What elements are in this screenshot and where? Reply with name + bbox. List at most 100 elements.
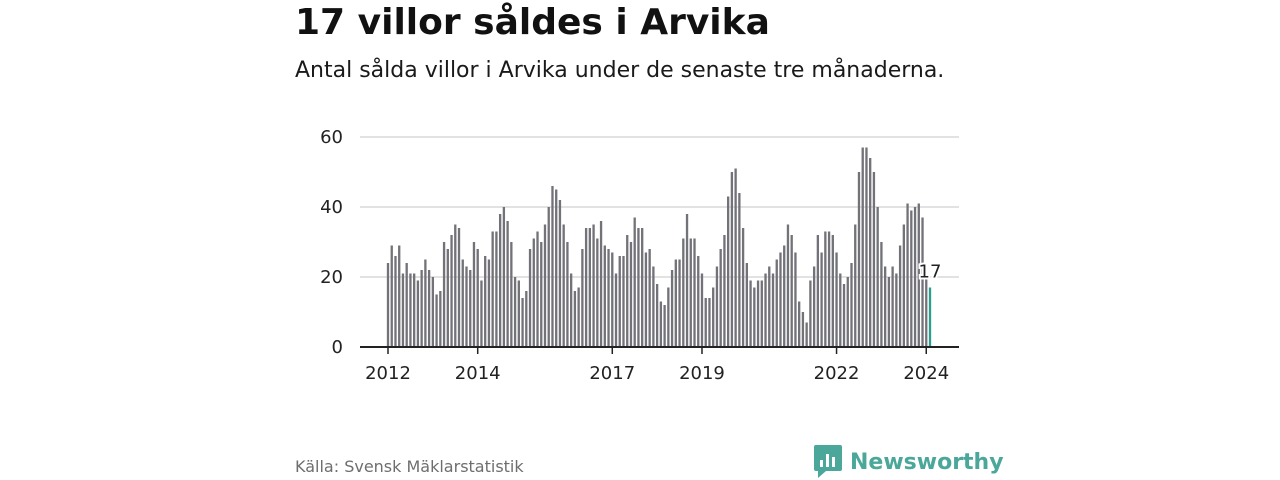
x-tick-label: 2012: [365, 363, 411, 384]
bar: [820, 252, 823, 347]
bar: [626, 235, 629, 347]
y-tick-label: 60: [320, 127, 343, 148]
bar: [712, 287, 715, 347]
bar: [607, 249, 610, 347]
bar: [566, 242, 569, 347]
bar: [588, 228, 592, 347]
bar: [861, 147, 864, 347]
source-note: Källa: Svensk Mäklarstatistik: [295, 457, 524, 476]
bar: [872, 172, 876, 347]
bar: [596, 238, 599, 347]
bar: [846, 277, 849, 347]
bar: [573, 291, 577, 347]
bar: [667, 287, 670, 347]
bar: [674, 259, 677, 347]
bar: [839, 273, 842, 347]
newsworthy-bar-chart-icon: [814, 445, 842, 478]
bar: [513, 277, 517, 347]
bar: [611, 252, 614, 347]
bar: [480, 280, 483, 347]
x-tick-label: 2019: [679, 363, 725, 384]
x-tick-label: 2024: [903, 363, 949, 384]
bar: [697, 256, 700, 347]
bar: [730, 172, 734, 347]
bar: [498, 214, 502, 347]
bar-latest: [928, 287, 932, 347]
bar: [476, 249, 479, 347]
bar: [719, 249, 722, 347]
bar: [461, 259, 464, 347]
bar: [783, 245, 786, 347]
bar: [644, 252, 648, 347]
bar: [723, 235, 726, 347]
bar: [629, 242, 633, 347]
bar: [745, 263, 748, 347]
y-axis-labels: 0 20 40 60: [320, 127, 343, 358]
x-tick-label: 2022: [814, 363, 860, 384]
annotations: 17: [917, 260, 944, 285]
bar: [491, 231, 494, 347]
bar: [558, 200, 562, 347]
bar: [902, 224, 905, 347]
bar: [547, 207, 550, 347]
bar: [543, 224, 547, 347]
y-tick-label: 20: [320, 267, 343, 288]
bar: [592, 224, 595, 347]
bar: [439, 291, 442, 347]
bar: [768, 266, 771, 347]
bar: [910, 210, 913, 347]
bar: [726, 196, 730, 347]
bar: [637, 228, 640, 347]
bar: [603, 245, 606, 347]
bar: [786, 224, 790, 347]
bar: [812, 266, 816, 347]
bar: [584, 228, 588, 347]
bar: [401, 273, 405, 347]
bar: [525, 291, 528, 347]
bar: [865, 147, 868, 347]
bar: [891, 266, 894, 347]
bar: [756, 280, 760, 347]
bar: [921, 217, 924, 347]
bar: [394, 256, 397, 347]
bar: [424, 259, 427, 347]
y-tick-label: 40: [320, 197, 343, 218]
bar: [648, 249, 651, 347]
x-tick-label: 2017: [589, 363, 635, 384]
bar: [502, 207, 506, 347]
bar: [700, 273, 704, 347]
bar: [857, 172, 861, 347]
bar: [913, 207, 917, 347]
y-tick-label: 0: [332, 337, 343, 358]
bar: [420, 270, 423, 347]
bar: [614, 273, 618, 347]
bar: [442, 242, 446, 347]
bar: [465, 266, 468, 347]
bar: [779, 252, 782, 347]
bar: [655, 284, 659, 347]
bar: [390, 245, 393, 347]
chart-subtitle: Antal sålda villor i Arvika under de sen…: [295, 58, 945, 83]
bar: [398, 245, 401, 347]
bar: [532, 238, 535, 347]
bar: [405, 263, 408, 347]
bar: [708, 298, 711, 347]
bar: [562, 224, 565, 347]
bar: [741, 228, 745, 347]
bar: [880, 242, 883, 347]
bar: [431, 277, 435, 347]
bar: [876, 207, 879, 347]
bars: [386, 147, 932, 347]
bar: [869, 158, 872, 347]
bar: [760, 280, 763, 347]
brand-logo[interactable]: Newsworthy: [814, 445, 1004, 479]
bar: [790, 235, 793, 347]
bar: [689, 238, 692, 347]
bar: [794, 252, 797, 347]
bar: [883, 266, 887, 347]
bar: [670, 270, 674, 347]
bar: [581, 249, 584, 347]
bar: [715, 266, 719, 347]
bar: [386, 263, 390, 347]
